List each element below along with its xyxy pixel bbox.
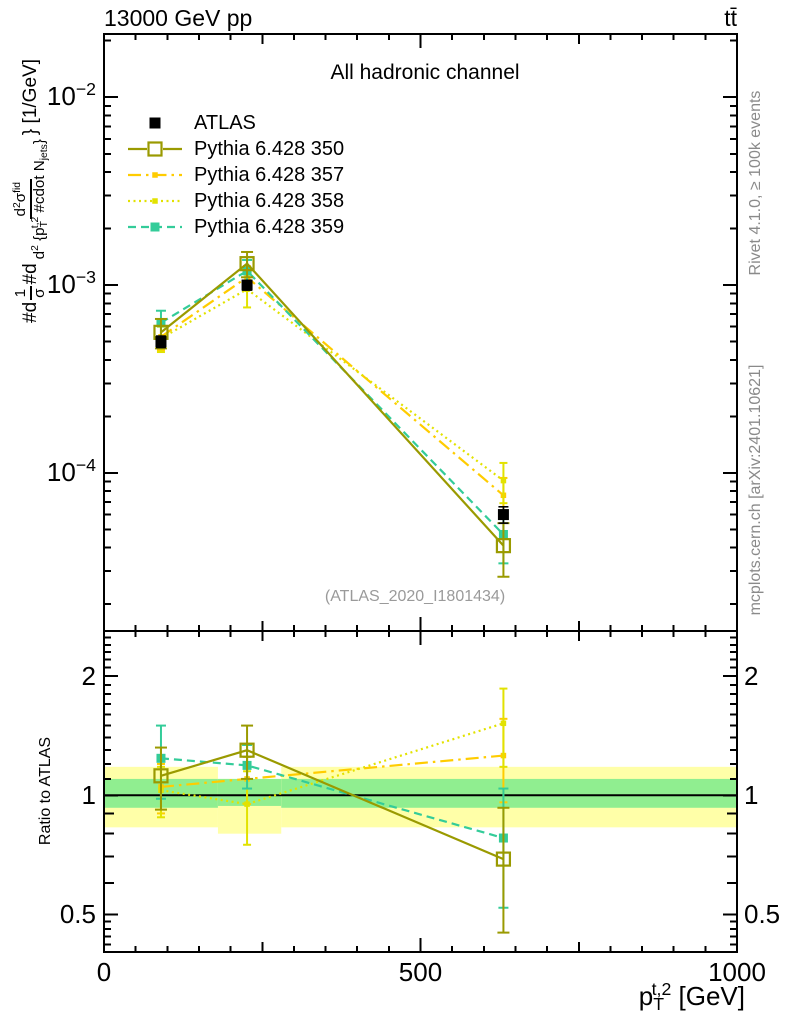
data-marker-atlas-square <box>155 336 167 348</box>
y-tick-label: 10−3 <box>46 267 96 300</box>
y-tick-label: 10−4 <box>46 455 96 487</box>
legend-marker-icon <box>128 198 182 204</box>
series-line-ratio <box>160 722 504 806</box>
data-marker-open-square <box>495 851 512 867</box>
ratio-tick-label-right: 1 <box>744 780 759 811</box>
series-line-ratio <box>160 749 504 861</box>
ratio-tick-label-left: 1 <box>81 780 96 811</box>
ratio-tick-label-left: 0.5 <box>59 899 96 930</box>
data-marker-atlas-square <box>241 279 253 291</box>
x-tick-label: 500 <box>398 957 443 987</box>
ratio-tick-label-right: 2 <box>744 661 759 692</box>
legend-entry: Pythia 6.428 350 <box>126 136 344 162</box>
legend-entry-label: Pythia 6.428 359 <box>194 215 345 238</box>
fraction: d2σfid d2 {pTt,2 #cdot Njets} <box>11 139 50 260</box>
series-line-top <box>160 287 505 482</box>
data-marker-open-square <box>153 768 169 784</box>
ratio-tick-label-right: 0.5 <box>744 899 781 930</box>
legend-marker-icon <box>128 222 182 232</box>
y-axis-label: #d 1 σ #d d2σfid d2 {pTt,2 #cdot Njets}} [1/G… <box>11 59 50 323</box>
series-line-ratio <box>160 757 504 840</box>
panel-title: All hadronic channel <box>330 61 520 84</box>
legend-marker-icon <box>149 117 161 129</box>
x-tick-label: 1000 <box>708 957 766 987</box>
y-tick-label: 10−2 <box>46 79 96 112</box>
rivet-version-note: Rivet 4.1.0, ≥ 100k events <box>747 90 764 276</box>
legend-entry-label: ATLAS <box>194 111 256 134</box>
data-marker-atlas-square <box>497 509 509 521</box>
legend-entry-label: Pythia 6.428 350 <box>194 137 345 160</box>
series-line-top <box>160 269 505 536</box>
x-axis-title: pTt,2 [GeV] <box>638 979 745 1014</box>
mcplots-arxiv-note: mcplots.cern.ch [arXiv:2401.10621] <box>747 364 764 616</box>
process-label-ttbar: tt̄ <box>724 5 737 31</box>
legend-marker-icon <box>128 172 182 178</box>
series-line-top <box>160 275 505 497</box>
legend: ATLAS Pythia 6.428 350 Pythia 6.428 357 Pyt… <box>126 110 344 240</box>
data-marker-open-square <box>495 538 512 554</box>
data-marker-open-square <box>239 742 255 758</box>
data-marker-small-square <box>500 720 507 727</box>
legend-entry-label: Pythia 6.428 357 <box>194 163 345 186</box>
legend-entry: Pythia 6.428 357 <box>126 162 344 188</box>
ratio-tick-label-left: 2 <box>81 661 96 692</box>
data-marker-small-square <box>244 801 250 807</box>
legend-marker-icon <box>128 141 182 157</box>
x-tick-label: 0 <box>96 957 112 987</box>
legend-entry-label: Pythia 6.428 358 <box>194 189 345 212</box>
series-line-top <box>160 262 505 547</box>
legend-entry: Pythia 6.428 358 <box>126 188 344 214</box>
analysis-watermark: (ATLAS_2020_I1801434) <box>324 588 506 605</box>
legend-entry: Pythia 6.428 359 <box>126 214 344 240</box>
legend-entry: ATLAS <box>126 110 344 136</box>
uncertainty-band-inner <box>281 778 737 808</box>
data-marker-open-square <box>239 256 255 272</box>
data-marker-small-square <box>500 477 507 484</box>
beam-energy-label: 13000 GeV pp <box>104 5 253 31</box>
